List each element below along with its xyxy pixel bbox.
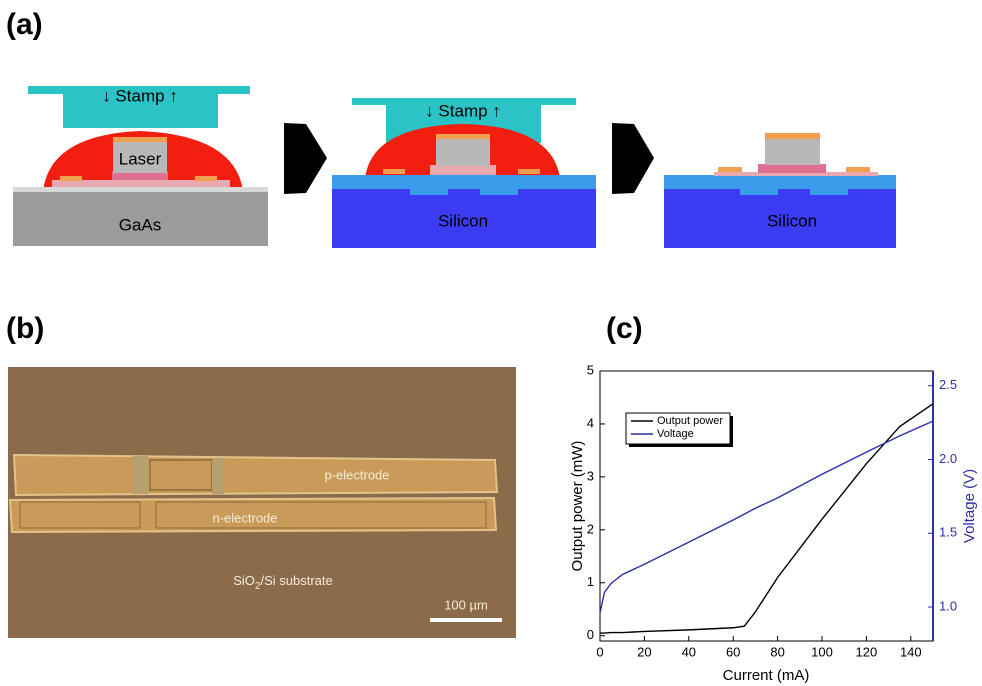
scale-bar-label: 100 µm — [444, 597, 488, 612]
y-tick-label: 5 — [587, 362, 594, 377]
process-arrow — [284, 123, 327, 194]
x-axis-title: Current (mA) — [723, 667, 810, 684]
formula: SiO — [233, 573, 255, 588]
y-tick-label: 1 — [587, 574, 594, 589]
x-tick-label: 80 — [770, 644, 784, 659]
x-tick-label: 120 — [856, 644, 878, 659]
step-3 — [664, 133, 896, 248]
y-tick-label: 2 — [587, 521, 594, 536]
substrate-label: GaAs — [119, 215, 162, 234]
y-tick-label: 3 — [587, 468, 594, 483]
x-tick-label: 60 — [726, 644, 740, 659]
micrograph — [8, 367, 516, 638]
electrode-label: p-electrode — [324, 467, 389, 482]
y2-tick-label: 2.5 — [939, 377, 957, 392]
x-tick-label: 40 — [682, 644, 696, 659]
figure: (a) (b) (c) ↓ Stamp ↑ Laser GaAs ↓ Stamp… — [0, 0, 982, 686]
panel-label: (b) — [6, 312, 44, 345]
legend-label: Voltage — [657, 428, 694, 440]
substrate-label: Silicon — [438, 211, 488, 230]
formula: /Si substrate — [260, 573, 332, 588]
x-tick-label: 140 — [900, 644, 922, 659]
y2-axis-title: Voltage (V) — [961, 469, 978, 543]
panel-label: (c) — [606, 312, 643, 345]
x-tick-label: 100 — [811, 644, 833, 659]
substrate-label: Silicon — [767, 211, 817, 230]
panel-label: (a) — [6, 8, 43, 41]
y-axis-title: Output power (mW) — [569, 441, 586, 572]
x-tick-label: 0 — [596, 644, 603, 659]
y2-tick-label: 1.5 — [939, 525, 957, 540]
y-tick-label: 0 — [587, 627, 594, 642]
series-line — [600, 421, 933, 613]
process-arrow — [612, 123, 654, 194]
stamp-label: ↓ Stamp ↑ — [425, 101, 501, 120]
x-tick-label: 20 — [637, 644, 651, 659]
stamp-label: ↓ Stamp ↑ — [102, 86, 178, 105]
legend-label: Output power — [657, 415, 723, 427]
electrode-label: n-electrode — [212, 510, 277, 525]
y2-tick-label: 1.0 — [939, 599, 957, 614]
laser-label: Laser — [119, 149, 162, 168]
y-tick-label: 4 — [587, 415, 594, 430]
y2-tick-label: 2.0 — [939, 451, 957, 466]
plot-frame — [600, 371, 933, 641]
